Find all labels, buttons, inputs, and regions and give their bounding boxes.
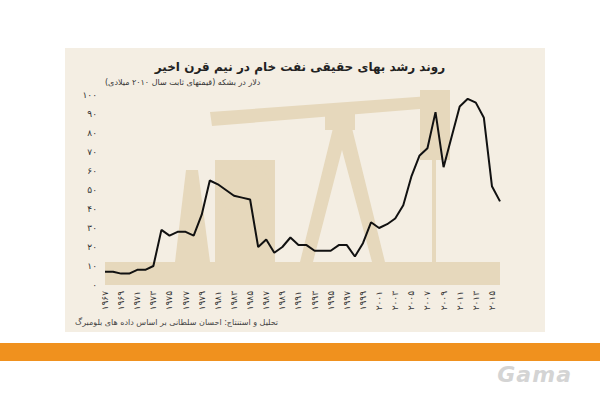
html-text:Gama: Gama [497,362,572,387]
svg-text:۱۹۹۱: ۱۹۹۱ [293,291,303,310]
svg-text:۱۹۹۵: ۱۹۹۵ [326,291,336,311]
svg-text:۲۰۱۱: ۲۰۱۱ [455,291,465,310]
svg-text:تحلیل و استنتاج: احسان سلطانی: تحلیل و استنتاج: احسان سلطانی بر اساس دا… [75,317,278,327]
svg-text:۴۰: ۴۰ [87,204,97,214]
svg-text:۱۹۷۵: ۱۹۷۵ [164,291,174,311]
svg-text:۱۹۷۳: ۱۹۷۳ [148,291,158,311]
svg-text:۲۰۰۹: ۲۰۰۹ [439,291,449,311]
svg-text:۲۰۱۳: ۲۰۱۳ [471,291,481,311]
svg-text:۲۰۰۵: ۲۰۰۵ [406,291,416,311]
svg-text:دلار در بشکه (قیمتهای ثابت سال: دلار در بشکه (قیمتهای ثابت سال ۲۰۱۰ میلا… [105,78,261,87]
svg-text:۳۰: ۳۰ [87,223,97,233]
svg-text:۷۰: ۷۰ [87,147,97,157]
svg-text:۱۹۹۷: ۱۹۹۷ [342,291,352,311]
svg-text:۸۰: ۸۰ [87,128,97,138]
svg-text:۲۰۰۷: ۲۰۰۷ [422,291,432,311]
svg-text:۲۰۰۱: ۲۰۰۱ [374,291,384,310]
svg-text:۱۹۷۹: ۱۹۷۹ [197,291,207,311]
svg-text:۱۰۰: ۱۰۰ [82,90,97,100]
svg-text:۱۹۷۷: ۱۹۷۷ [181,291,191,311]
svg-text:۲۰۰۳: ۲۰۰۳ [390,291,400,311]
svg-text:۲۰: ۲۰ [87,242,97,252]
svg-text:۶۰: ۶۰ [87,166,97,176]
svg-text:۱۰: ۱۰ [87,261,97,271]
svg-text:۱۹۸۹: ۱۹۸۹ [277,291,287,311]
svg-text:۱۹۸۵: ۱۹۸۵ [245,291,255,311]
svg-text:۹۰: ۹۰ [87,109,97,119]
svg-text:۲۰۱۵: ۲۰۱۵ [487,291,497,311]
svg-text:۵۰: ۵۰ [87,185,97,195]
svg-text:۱۹۶۷: ۱۹۶۷ [100,291,110,311]
svg-text:روند رشد بهای حقیقی نفت خام در: روند رشد بهای حقیقی نفت خام در نیم قرن ا… [154,60,445,75]
svg-text:۱۹۶۹: ۱۹۶۹ [116,291,126,311]
svg-text:۱۹۸۷: ۱۹۸۷ [261,291,271,311]
svg-text:۱۹۸۳: ۱۹۸۳ [229,291,239,311]
svg-text:۱۹۹۹: ۱۹۹۹ [358,291,368,311]
svg-text:۱۹۷۱: ۱۹۷۱ [132,291,142,310]
svg-text:۱۹۸۱: ۱۹۸۱ [213,291,223,310]
svg-text:۰: ۰ [92,280,97,290]
svg-text:۱۹۹۳: ۱۹۹۳ [310,291,320,311]
